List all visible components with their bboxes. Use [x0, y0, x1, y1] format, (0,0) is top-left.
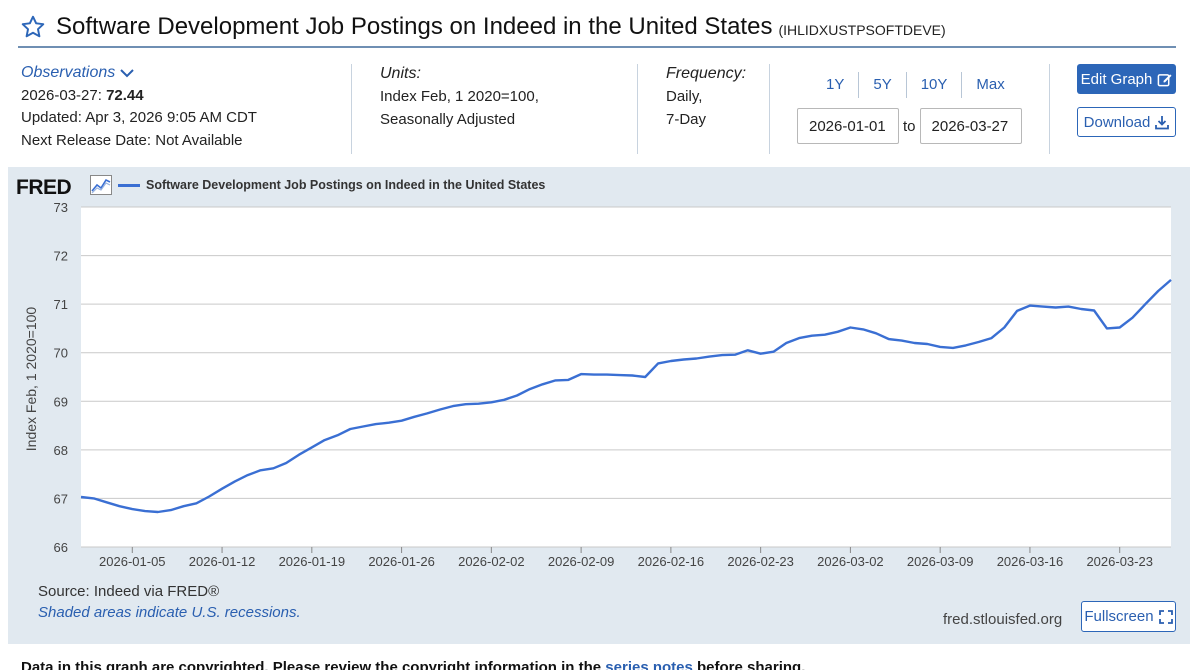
fullscreen-button[interactable]: Fullscreen — [1081, 601, 1176, 632]
chart-panel: FRED Software Development Job Postings o… — [8, 167, 1190, 644]
y-tick-label: 67 — [54, 491, 68, 506]
recession-note-link[interactable]: Shaded areas indicate U.S. recessions. — [38, 604, 301, 621]
x-tick-label: 2026-03-16 — [997, 554, 1064, 569]
download-label: Download — [1083, 113, 1151, 131]
chart-legend: Software Development Job Postings on Ind… — [118, 178, 545, 192]
units-line1: Index Feb, 1 2020=100, — [380, 88, 539, 105]
observation-date: 2026-03-27: — [21, 86, 102, 104]
series-line — [80, 278, 1172, 514]
fullscreen-label: Fullscreen — [1084, 608, 1154, 625]
x-tick-label: 2026-01-26 — [368, 554, 435, 569]
end-date-input[interactable] — [919, 108, 1022, 144]
x-tick-label: 2026-01-12 — [189, 554, 256, 569]
observation-value: 72.44 — [106, 86, 144, 104]
x-tick-label: 2026-03-02 — [817, 554, 884, 569]
x-tick-label: 2026-03-09 — [907, 554, 974, 569]
y-tick-label: 72 — [54, 249, 68, 264]
legend-label: Software Development Job Postings on Ind… — [146, 178, 546, 192]
x-tick-label: 2026-02-23 — [727, 554, 794, 569]
divider — [637, 64, 638, 154]
x-tick-label: 2026-01-05 — [99, 554, 166, 569]
y-axis-label: Index Feb, 1 2020=100 — [23, 307, 39, 452]
star-icon[interactable] — [20, 14, 46, 40]
copyright-text-end: before sharing. — [692, 659, 806, 670]
y-tick-label: 70 — [54, 346, 68, 361]
frequency-line1: Daily, — [666, 88, 703, 105]
frequency-line2: 7-Day — [666, 111, 707, 128]
x-tick-label: 2026-02-09 — [548, 554, 615, 569]
date-range: to — [797, 108, 1022, 144]
legend-swatch — [118, 183, 140, 187]
observations-panel: Observations 2026-03-27: 72.44 Updated: … — [21, 62, 257, 152]
download-icon — [1155, 115, 1170, 129]
edit-icon — [1158, 73, 1172, 86]
observations-dropdown[interactable]: Observations — [21, 62, 257, 85]
series-id: (IHLIDXUSTPSOFTDEVE) — [778, 22, 946, 38]
copyright-text: Data in this graph are copyrighted. Plea… — [21, 659, 606, 670]
page-title: Software Development Job Postings on Ind… — [56, 13, 773, 40]
x-tick-label: 2026-02-02 — [458, 554, 525, 569]
start-date-input[interactable] — [797, 108, 899, 144]
range-1y-button[interactable]: 1Y — [812, 72, 860, 98]
range-10y-button[interactable]: 10Y — [907, 72, 963, 98]
download-button[interactable]: Download — [1077, 107, 1176, 137]
latest-observation: 2026-03-27: 72.44 — [21, 85, 257, 108]
next-release-text: Next Release Date: Not Available — [21, 131, 243, 149]
divider — [1049, 64, 1050, 154]
y-tick-label: 73 — [54, 200, 68, 215]
updated-text: Updated: Apr 3, 2026 9:05 AM CDT — [21, 109, 257, 126]
y-tick-label: 69 — [54, 394, 68, 409]
y-tick-label: 68 — [54, 443, 68, 458]
x-tick-label: 2026-02-16 — [638, 554, 705, 569]
fred-logo: FRED — [16, 176, 72, 199]
series-notes-link[interactable]: series notes — [605, 659, 693, 670]
title-bar: Software Development Job Postings on Ind… — [18, 8, 1176, 48]
edit-graph-label: Edit Graph — [1080, 70, 1153, 88]
plot-area — [81, 207, 1171, 547]
observations-label: Observations — [21, 64, 116, 81]
frequency-panel: Frequency: Daily, 7-Day — [666, 62, 746, 131]
fullscreen-icon — [1158, 609, 1173, 624]
frequency-label: Frequency: — [666, 65, 747, 82]
range-5y-button[interactable]: 5Y — [859, 72, 907, 98]
units-panel: Units: Index Feb, 1 2020=100, Seasonally… — [380, 62, 539, 131]
site-url: fred.stlouisfed.org — [943, 611, 1063, 628]
divider — [769, 64, 770, 154]
line-chart: 66 67 68 69 70 71 72 73 2026-01-05 2026-01-12 202… — [23, 200, 1172, 569]
range-buttons: 1Y 5Y 10Y Max — [812, 72, 1019, 98]
y-tick-label: 66 — [54, 540, 68, 555]
source-text: Source: Indeed via FRED® — [38, 583, 220, 600]
x-tick-label: 2026-03-23 — [1086, 554, 1153, 569]
series-meta: Observations 2026-03-27: 72.44 Updated: … — [0, 60, 1200, 160]
range-max-button[interactable]: Max — [976, 76, 1005, 93]
chevron-down-icon — [120, 69, 134, 78]
date-to-label: to — [903, 117, 916, 135]
copyright-notice: Data in this graph are copyrighted. Plea… — [21, 659, 805, 670]
y-tick-label: 71 — [54, 297, 68, 312]
edit-graph-button[interactable]: Edit Graph — [1077, 64, 1176, 94]
x-tick-label: 2026-01-19 — [279, 554, 346, 569]
units-label: Units: — [380, 65, 421, 82]
divider — [351, 64, 352, 154]
units-line2: Seasonally Adjusted — [380, 111, 516, 128]
chart-trend-icon — [90, 175, 112, 195]
